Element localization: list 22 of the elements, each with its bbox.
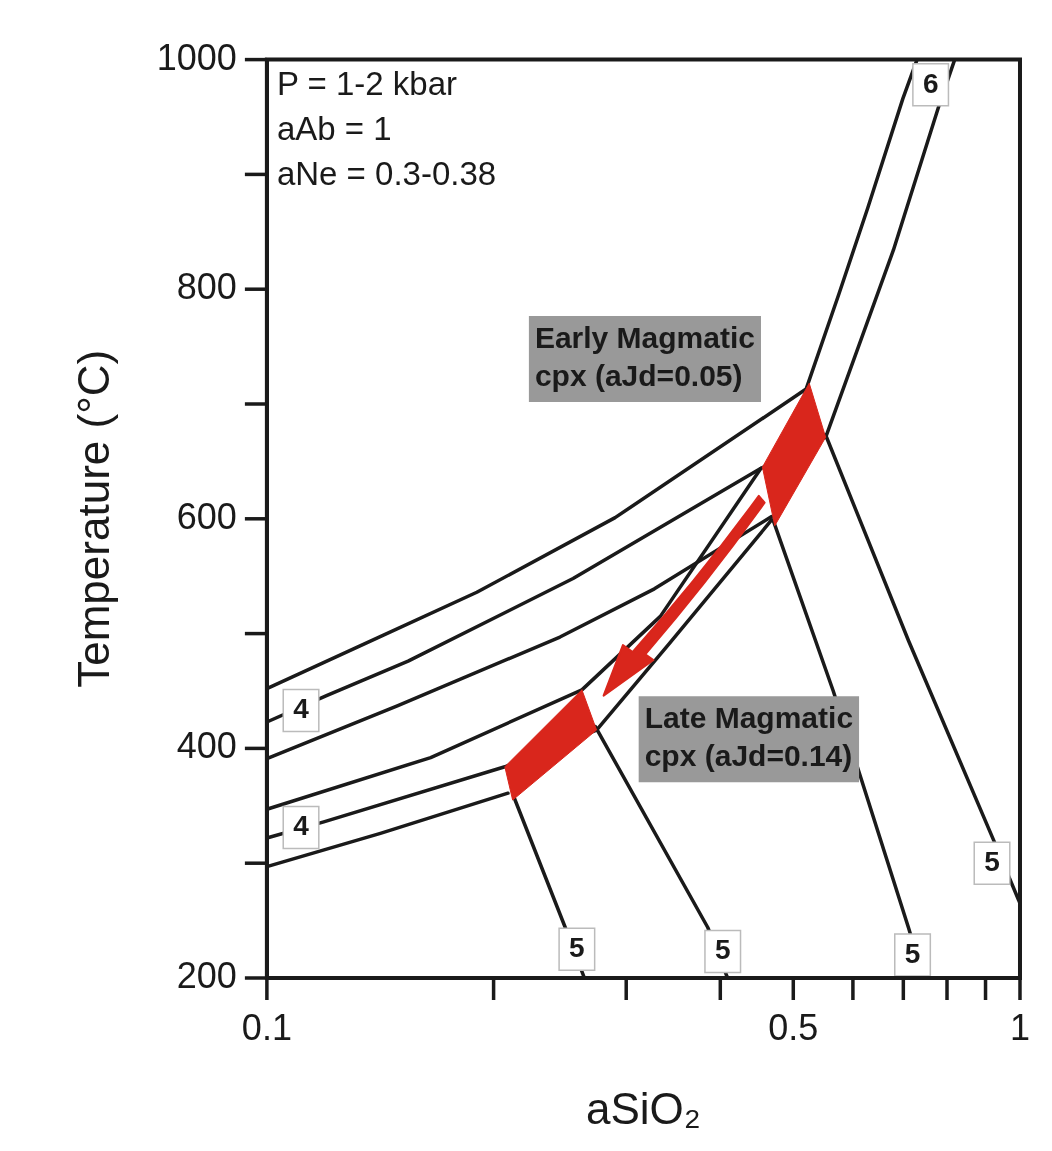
annotation: 4: [293, 693, 310, 725]
annotation: 5: [714, 934, 731, 966]
annotation: P = 1-2 kbar: [276, 65, 457, 103]
y-tick-label: 200: [176, 954, 237, 996]
annotation: Late Magmatic cpx (aJd=0.14): [644, 701, 854, 773]
y-tick-label: 1000: [156, 36, 237, 78]
x-tick-label: 0.1: [241, 1006, 292, 1048]
annotation: 5: [984, 845, 1000, 877]
y-tick-label: 600: [176, 495, 237, 537]
annotation: 5: [569, 932, 585, 964]
y-tick-label: 400: [176, 725, 237, 767]
y-axis-title: Temperature (°C): [68, 349, 118, 688]
annotation: aAb = 1: [276, 110, 392, 148]
annotation: 5: [904, 937, 921, 969]
x-tick-label: 1: [1009, 1006, 1030, 1048]
y-tick-label: 800: [176, 266, 237, 308]
x-axis-title: aSiO₂: [585, 1083, 701, 1133]
annotation: aNe = 0.3-0.38: [276, 155, 497, 193]
annotation: 6: [922, 67, 939, 99]
annotation: Early Magmatic cpx (aJd=0.05): [534, 321, 755, 393]
annotation: 4: [293, 810, 310, 842]
x-tick-label: 0.5: [768, 1006, 819, 1048]
